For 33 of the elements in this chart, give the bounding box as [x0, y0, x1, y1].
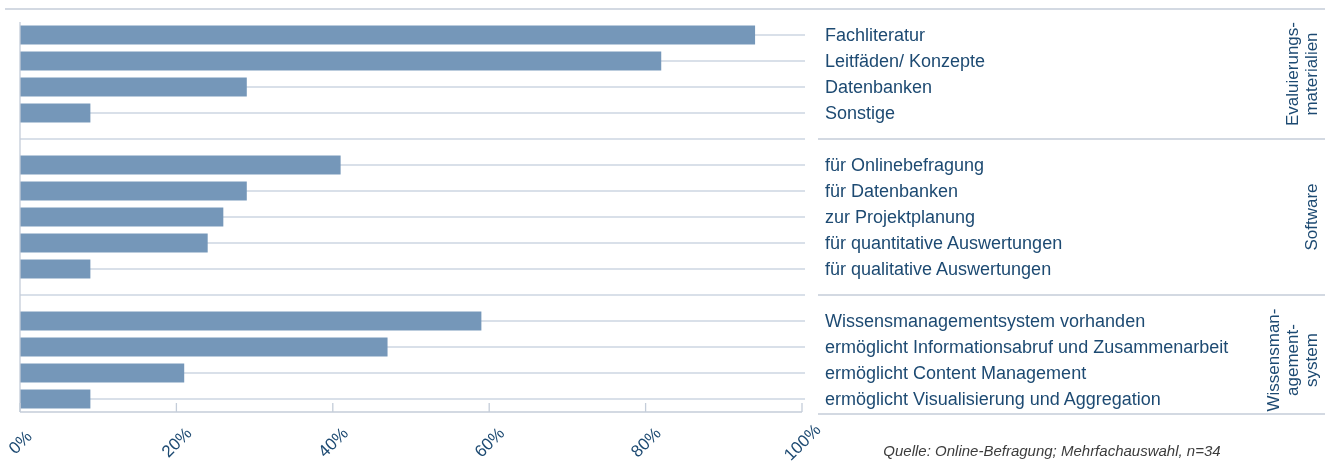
bar	[20, 363, 185, 383]
y-tick-label: Datenbanken	[825, 77, 933, 97]
bar	[20, 77, 247, 97]
text: Wissensman-agement-system	[1264, 308, 1321, 412]
bar	[20, 103, 91, 123]
bar	[20, 181, 247, 201]
bar	[20, 25, 756, 45]
y-tick-label: ermöglicht Content Management	[825, 363, 1087, 383]
y-tick-label: für qualitative Auswertungen	[825, 259, 1052, 279]
y-tick-label: Wissensmanagementsystem vorhanden	[825, 311, 1146, 331]
y-tick-label: für quantitative Auswertungen	[825, 233, 1063, 253]
y-tick-label: Fachliteratur	[825, 25, 926, 45]
y-tick-label: zur Projektplanung	[825, 207, 976, 227]
y-tick-label: Sonstige	[825, 103, 896, 123]
bar	[20, 311, 482, 331]
bar	[20, 389, 91, 409]
bar	[20, 259, 91, 279]
x-tick-label: 40%	[314, 423, 352, 461]
bar	[20, 233, 208, 253]
bar	[20, 155, 341, 175]
y-tick-label: ermöglicht Visualisierung und Aggregation	[825, 389, 1161, 409]
bar	[20, 51, 662, 71]
bar	[20, 337, 388, 357]
y-tick-label: für Onlinebefragung	[825, 155, 985, 175]
x-tick-label: 0%	[4, 426, 36, 458]
text: Evaluierungs-materialien	[1283, 22, 1321, 126]
y-tick-label: Leitfäden/ Konzepte	[825, 51, 986, 71]
y-tick-label: für Datenbanken	[825, 181, 959, 201]
y-tick-label: ermöglicht Informationsabruf und Zusammenarbeit	[825, 337, 1229, 357]
bar	[20, 207, 224, 227]
x-tick-label: 60%	[470, 423, 508, 461]
text: Software	[1302, 183, 1321, 251]
source-note: Quelle: Online-Befragung; Mehrfachauswahl, n=34	[883, 442, 1221, 459]
